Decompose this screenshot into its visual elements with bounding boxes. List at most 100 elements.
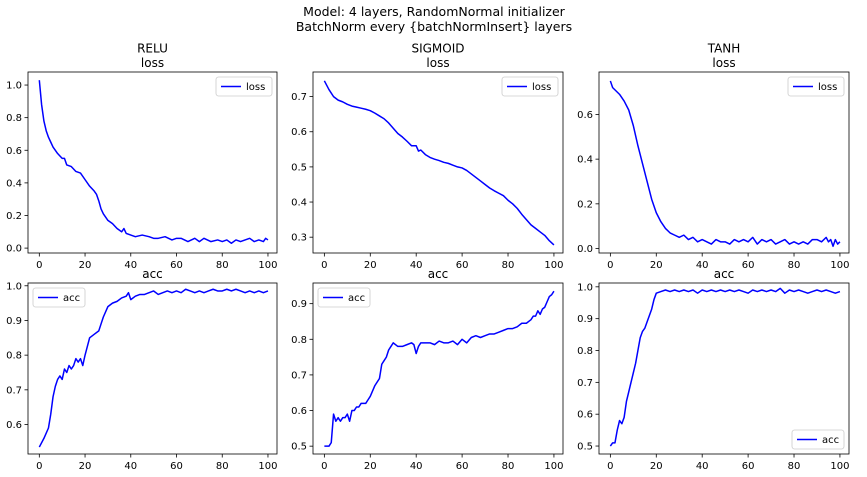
x-tick-label: 20 <box>364 461 377 472</box>
subplot-title: TANH <box>707 42 741 56</box>
figure-title-line1: Model: 4 layers, RandomNormal initialize… <box>303 4 566 19</box>
y-tick-label: 0.0 <box>6 244 22 255</box>
axes-frame <box>598 282 850 455</box>
legend: loss <box>501 76 559 97</box>
y-tick-label: 0.8 <box>6 351 22 362</box>
subplot-title: acc <box>714 267 735 281</box>
y-tick-label: 0.6 <box>6 420 22 431</box>
x-tick-label: 80 <box>502 461 515 472</box>
y-tick-label: 0.2 <box>6 211 22 222</box>
series-line-loss <box>609 80 841 248</box>
x-tick-label: 0 <box>607 260 613 271</box>
y-tick-label: 1.0 <box>577 282 593 293</box>
subplot-title: loss <box>141 56 164 70</box>
x-tick-label: 60 <box>170 461 183 472</box>
subplot-5: acc 0 20 40 60 80 100 0.5 0.6 0.7 0.8 0.9 acc <box>291 267 563 472</box>
legend: acc <box>32 287 86 308</box>
legend-label: loss <box>532 82 551 93</box>
x-tick-label: 0 <box>321 260 327 271</box>
series-line-loss <box>38 80 269 244</box>
x-tick-label: 60 <box>742 260 755 271</box>
x-tick-label: 0 <box>321 461 327 472</box>
y-tick-label: 0.5 <box>291 442 307 453</box>
legend: acc <box>791 429 845 450</box>
y-tick-label: 1.0 <box>6 281 22 292</box>
x-tick-label: 40 <box>124 461 137 472</box>
x-tick-label: 40 <box>410 461 423 472</box>
x-tick-label: 20 <box>79 260 92 271</box>
series-line-acc <box>324 290 555 447</box>
legend: loss <box>787 76 845 97</box>
y-tick-label: 0.7 <box>291 92 307 103</box>
x-tick-label: 20 <box>364 260 377 271</box>
x-tick-label: 80 <box>216 461 229 472</box>
subplot-4: acc 0 20 40 60 80 100 0.6 0.7 0.8 0.9 1.0 acc <box>6 267 277 472</box>
subplot-title: acc <box>428 267 449 281</box>
x-tick-label: 40 <box>124 260 137 271</box>
series-line-loss <box>323 80 555 246</box>
axes-frame <box>312 282 564 455</box>
axes-frame <box>27 282 278 455</box>
legend-label: acc <box>63 293 80 304</box>
x-tick-label: 20 <box>650 260 663 271</box>
legend-box <box>787 76 845 97</box>
y-tick-label: 0.8 <box>577 346 593 357</box>
series-line-acc <box>609 287 841 447</box>
y-tick-label: 0.5 <box>577 442 593 453</box>
legend: loss <box>215 76 273 97</box>
legend-box <box>501 76 559 97</box>
x-tick-label: 100 <box>830 260 849 271</box>
x-tick-label: 40 <box>696 461 709 472</box>
y-tick-label: 0.6 <box>291 406 307 417</box>
subplot-title: loss <box>426 56 449 70</box>
axes-frame <box>598 71 850 254</box>
y-tick-label: 0.4 <box>6 178 22 189</box>
x-tick-label: 80 <box>788 260 801 271</box>
x-tick-label: 60 <box>742 461 755 472</box>
x-tick-label: 80 <box>502 260 515 271</box>
x-tick-label: 0 <box>607 461 613 472</box>
x-tick-label: 20 <box>650 461 663 472</box>
y-tick-label: 0.7 <box>577 378 593 389</box>
y-tick-label: 1.0 <box>6 81 22 92</box>
x-tick-label: 100 <box>544 461 563 472</box>
y-tick-label: 0.5 <box>291 162 307 173</box>
y-tick-label: 0.8 <box>291 335 307 346</box>
y-tick-label: 0.7 <box>6 385 22 396</box>
y-tick-label: 0.9 <box>577 314 593 325</box>
x-tick-label: 20 <box>79 461 92 472</box>
subplot-title: loss <box>712 56 735 70</box>
x-tick-label: 100 <box>830 461 849 472</box>
x-tick-label: 100 <box>544 260 563 271</box>
y-tick-label: 0.8 <box>6 113 22 124</box>
y-tick-label: 0.6 <box>577 410 593 421</box>
legend-box <box>317 287 371 308</box>
y-tick-label: 0.7 <box>291 370 307 381</box>
series-line-acc <box>38 288 269 448</box>
x-tick-label: 60 <box>456 461 469 472</box>
legend-label: acc <box>822 435 839 446</box>
y-tick-label: 0.6 <box>291 127 307 138</box>
legend-box <box>215 76 273 97</box>
legend-label: acc <box>348 293 365 304</box>
y-tick-label: 0.9 <box>6 316 22 327</box>
x-tick-label: 100 <box>258 260 277 271</box>
y-tick-label: 0.2 <box>577 199 593 210</box>
axes-frame <box>27 71 278 254</box>
y-tick-label: 0.6 <box>6 146 22 157</box>
subplot-title: RELU <box>137 42 168 56</box>
figure-title-line2: BatchNorm every {batchNormInsert} layers <box>296 19 572 34</box>
y-tick-label: 0.0 <box>577 244 593 255</box>
axes-frame <box>312 71 564 254</box>
x-tick-label: 60 <box>170 260 183 271</box>
x-tick-label: 0 <box>36 260 42 271</box>
x-tick-label: 100 <box>258 461 277 472</box>
x-tick-label: 80 <box>216 260 229 271</box>
x-tick-label: 40 <box>410 260 423 271</box>
legend-box <box>791 429 845 450</box>
legend-label: loss <box>246 82 265 93</box>
